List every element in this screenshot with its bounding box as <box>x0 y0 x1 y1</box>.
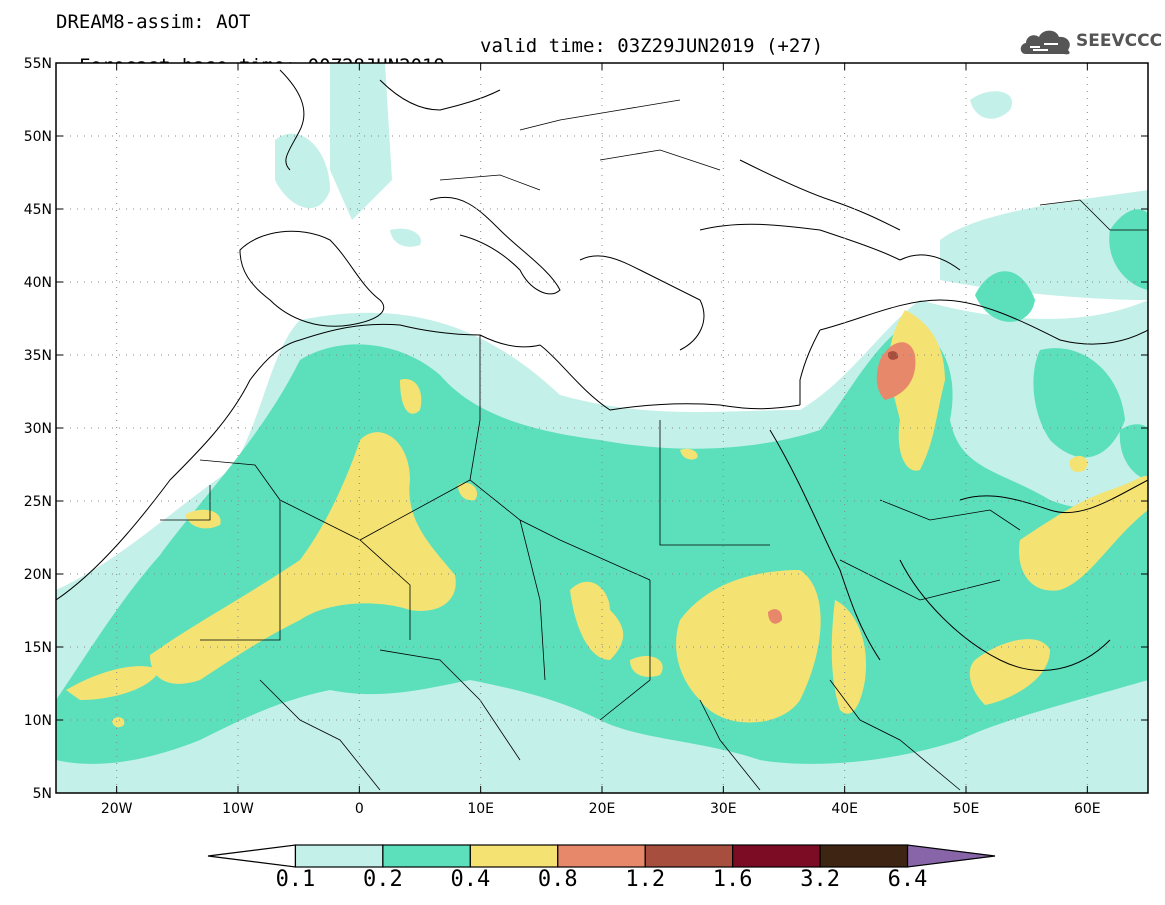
lon-tick-label: 20E <box>589 801 616 817</box>
axis-ticks: 20W 10W 0 10E 20E 30E 40E 50E 60E 55N 50N 45N 40N 35N… <box>24 56 1148 817</box>
lat-tick-label: 45N <box>24 202 52 218</box>
colorbar-arrow-high <box>906 844 996 868</box>
lat-tick-label: 30N <box>24 421 52 437</box>
lon-tick-label: 10E <box>467 801 494 817</box>
lon-tick-label: 0 <box>355 801 364 817</box>
lon-tick-label: 60E <box>1074 801 1101 817</box>
aot-1.2-1.6-region <box>887 351 899 360</box>
lon-tick-label: 30E <box>710 801 737 817</box>
lat-tick-label: 20N <box>24 567 52 583</box>
colorbar <box>207 844 996 868</box>
colorbar-swatch <box>382 844 471 868</box>
valid-time: valid time: 03Z29JUN2019 (+27) <box>480 35 824 57</box>
colorbar-label: 6.4 <box>887 867 928 892</box>
cloud-icon <box>1020 30 1070 55</box>
political-borders <box>160 99 1148 791</box>
colorbar-swatch <box>732 844 821 868</box>
lon-tick-label: 20W <box>101 801 133 817</box>
colorbar-label: 0.8 <box>537 867 578 892</box>
lat-tick-label: 25N <box>24 494 52 510</box>
aot-0.4-0.8-region <box>66 310 1148 728</box>
coastlines <box>56 69 1148 671</box>
lat-tick-label: 10N <box>24 713 52 729</box>
lat-tick-label: 5N <box>33 786 52 802</box>
colorbar-label: 0.4 <box>450 867 491 892</box>
map-frame <box>55 62 1149 794</box>
colorbar-swatch <box>819 844 909 868</box>
colorbar-label: 3.2 <box>800 867 840 892</box>
colorbar-swatch <box>557 844 646 868</box>
lon-tick-label: 40E <box>831 801 858 817</box>
colorbar-swatch <box>294 844 384 868</box>
logo-text: SEEVCCC <box>1076 31 1163 51</box>
colorbar-swatch <box>644 844 734 868</box>
colorbar-arrow-low <box>207 844 297 868</box>
lat-tick-label: 55N <box>24 56 52 72</box>
lon-tick-label: 50E <box>953 801 980 817</box>
colorbar-label: 1.2 <box>625 867 666 892</box>
lat-tick-label: 40N <box>24 275 52 291</box>
lat-tick-label: 35N <box>24 348 52 364</box>
lon-tick-label: 10W <box>222 801 254 817</box>
colorbar-label: 0.1 <box>275 867 316 892</box>
colorbar-label: 0.2 <box>363 867 403 892</box>
colorbar-label: 1.6 <box>712 867 753 892</box>
aot-0.8-1.2-region <box>768 342 916 624</box>
lat-tick-label: 50N <box>24 129 52 145</box>
map-title: DREAM8-assim: AOT <box>56 11 251 33</box>
seevccc-logo: SEEVCCC <box>1018 26 1162 56</box>
lat-tick-label: 15N <box>24 640 52 656</box>
colorbar-swatch <box>469 844 559 868</box>
